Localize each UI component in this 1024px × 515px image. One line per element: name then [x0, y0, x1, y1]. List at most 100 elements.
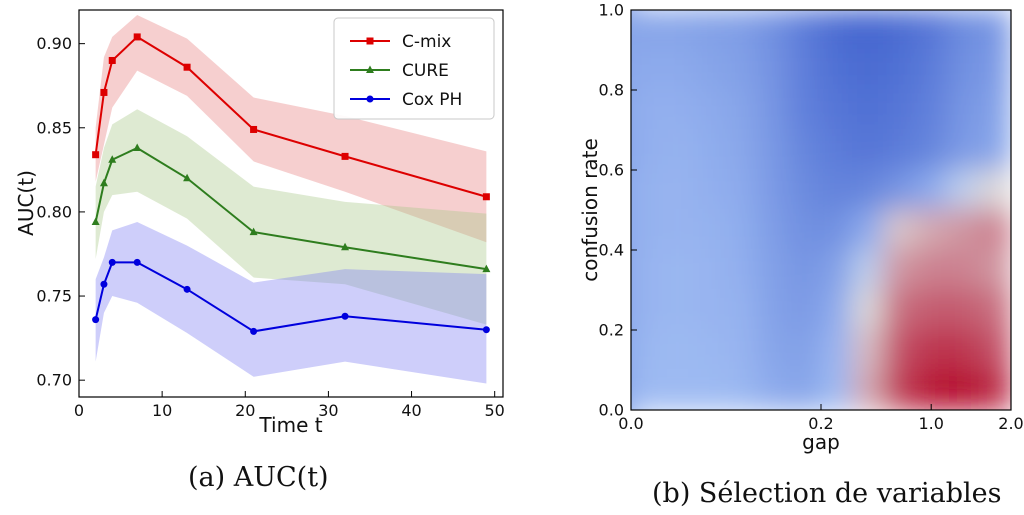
- heatmap-cell: [946, 169, 981, 211]
- heatmap-cell: [788, 249, 822, 291]
- series-markers: [91, 33, 491, 335]
- series-lines: [94, 35, 487, 333]
- x-tick-label: 10: [152, 401, 172, 420]
- data-point-2-6: [341, 312, 349, 320]
- heatmap-cell: [851, 169, 886, 211]
- heatmap-cell: [946, 89, 981, 131]
- heatmap-cell: [946, 329, 981, 371]
- heatmap-cell: [915, 49, 949, 91]
- heatmap-cell: [756, 369, 791, 410]
- heatmap-cell: [788, 89, 822, 131]
- heatmap-cell: [661, 169, 696, 211]
- heatmap-cell: [851, 329, 886, 371]
- heatmap-cell: [756, 49, 791, 91]
- heatmap-cell: [725, 329, 759, 371]
- heatmap-cell: [693, 249, 727, 291]
- data-point-0-0: [92, 151, 100, 159]
- heatmap-cell: [820, 89, 854, 131]
- heatmap-cell: [915, 89, 949, 131]
- data-point-0-5: [250, 125, 258, 133]
- x-axis-ticks: 0.0 0.2 1.0 2.0: [618, 404, 1024, 433]
- y-axis-title: confusion rate: [578, 138, 602, 282]
- heatmap-cell: [756, 289, 791, 331]
- x-tick-label: 20: [235, 401, 255, 420]
- heatmap-cell: [915, 169, 949, 211]
- heatmap-cell: [756, 129, 791, 171]
- x-tick-label: 1.0: [918, 414, 943, 433]
- data-point-1-1: [99, 178, 108, 187]
- y-tick-label: 0.90: [36, 34, 72, 53]
- heatmap-cell: [851, 209, 886, 251]
- heatmap-cell: [915, 329, 949, 371]
- heatmap-cell: [915, 10, 949, 51]
- heatmap-cell: [851, 129, 886, 171]
- y-axis-ticks: 0.70 0.75 0.80 0.85 0.90: [36, 34, 85, 390]
- auc-line-chart: 0 10 20 30 40 50 0.700.750.800.850.90 Time t …: [14, 9, 505, 437]
- heatmap-cell: [631, 289, 664, 331]
- heatmap-cell: [725, 49, 759, 91]
- data-point-2-3: [133, 258, 141, 266]
- heatmap-cell: [631, 369, 664, 410]
- heatmap-cell: [661, 129, 696, 171]
- heatmap-cell: [693, 369, 727, 410]
- heatmap-cell: [725, 289, 759, 331]
- legend-marker-2: [366, 95, 374, 103]
- heatmap-cell: [631, 249, 664, 291]
- heatmap-cell: [788, 289, 822, 331]
- heatmap-cell: [756, 10, 791, 51]
- heatmap-cell: [978, 10, 1011, 51]
- heatmap-cell: [978, 169, 1011, 211]
- series-line-1: [94, 146, 487, 271]
- heatmap-cell: [725, 10, 759, 51]
- heatmap-cell: [631, 89, 664, 131]
- x-tick-label: 0.2: [808, 414, 833, 433]
- heatmap-cell: [788, 169, 822, 211]
- heatmap-cell: [851, 249, 886, 291]
- heatmap-cell: [883, 10, 917, 51]
- data-point-0-2: [108, 56, 116, 64]
- legend-label-2: Cox PH: [402, 90, 462, 110]
- legend-marker-1: [366, 65, 374, 73]
- heatmap-cell: [820, 289, 854, 331]
- data-point-1-7: [482, 264, 491, 273]
- heatmap-cell: [883, 49, 917, 91]
- x-tick-label: 2.0: [998, 414, 1023, 433]
- heatmap-cell: [978, 89, 1011, 131]
- x-tick-label: 50: [485, 401, 505, 420]
- heatmap-cell: [820, 329, 854, 371]
- heatmap-cell: [883, 329, 917, 371]
- heatmap-cell: [978, 329, 1011, 371]
- heatmap-cell: [693, 169, 727, 211]
- heatmap-cell: [883, 89, 917, 131]
- data-point-1-2: [108, 155, 117, 163]
- heatmap-cell: [631, 129, 664, 171]
- heatmap-cell: [851, 10, 886, 51]
- heatmap-cell: [978, 49, 1011, 91]
- heatmap-cell: [693, 209, 727, 251]
- heatmap-cell: [756, 169, 791, 211]
- data-point-0-1: [100, 88, 108, 96]
- y-tick-label: 0.0: [599, 401, 624, 420]
- band-2: [95, 222, 487, 384]
- heatmap-cell: [915, 369, 949, 410]
- x-axis-title: gap: [802, 430, 840, 454]
- y-tick-label: 0.85: [36, 118, 72, 137]
- heatmap-cell: [946, 249, 981, 291]
- y-tick-label: 0.75: [36, 287, 72, 306]
- data-point-1-0: [91, 217, 100, 226]
- heatmap-cell: [946, 49, 981, 91]
- heatmap-cell: [661, 249, 696, 291]
- x-tick-label: 30: [318, 401, 338, 420]
- data-point-0-3: [133, 33, 141, 41]
- heatmap-cell: [788, 369, 822, 410]
- heatmap-cell: [788, 209, 822, 251]
- y-tick-label: 0.80: [36, 202, 72, 221]
- heatmap-cell: [725, 369, 759, 410]
- heatmap-cell: [756, 249, 791, 291]
- heatmap-cell: [883, 129, 917, 171]
- heatmap-cell: [820, 129, 854, 171]
- y-tick-label: 0.8: [599, 81, 624, 100]
- heatmap-cell: [756, 89, 791, 131]
- heatmap-cell: [756, 329, 791, 371]
- heatmap-cell: [978, 129, 1011, 171]
